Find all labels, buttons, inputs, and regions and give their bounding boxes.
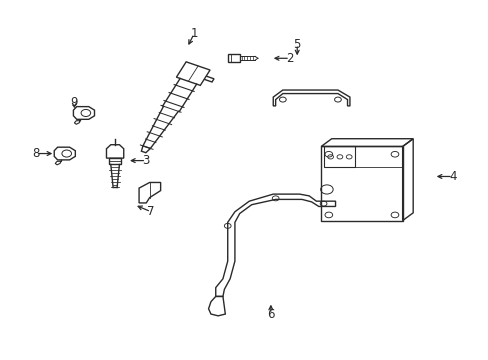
Bar — [227, 54, 239, 62]
Bar — [324, 147, 355, 167]
Text: 3: 3 — [142, 154, 150, 167]
Text: 7: 7 — [147, 205, 155, 218]
Text: 8: 8 — [32, 147, 40, 160]
Bar — [109, 158, 121, 165]
Text: 2: 2 — [285, 52, 293, 65]
Text: 4: 4 — [448, 170, 456, 183]
Text: 9: 9 — [70, 96, 78, 109]
Text: 6: 6 — [266, 307, 274, 320]
Bar — [321, 147, 402, 221]
Text: 5: 5 — [293, 38, 300, 51]
Text: 1: 1 — [190, 27, 198, 40]
